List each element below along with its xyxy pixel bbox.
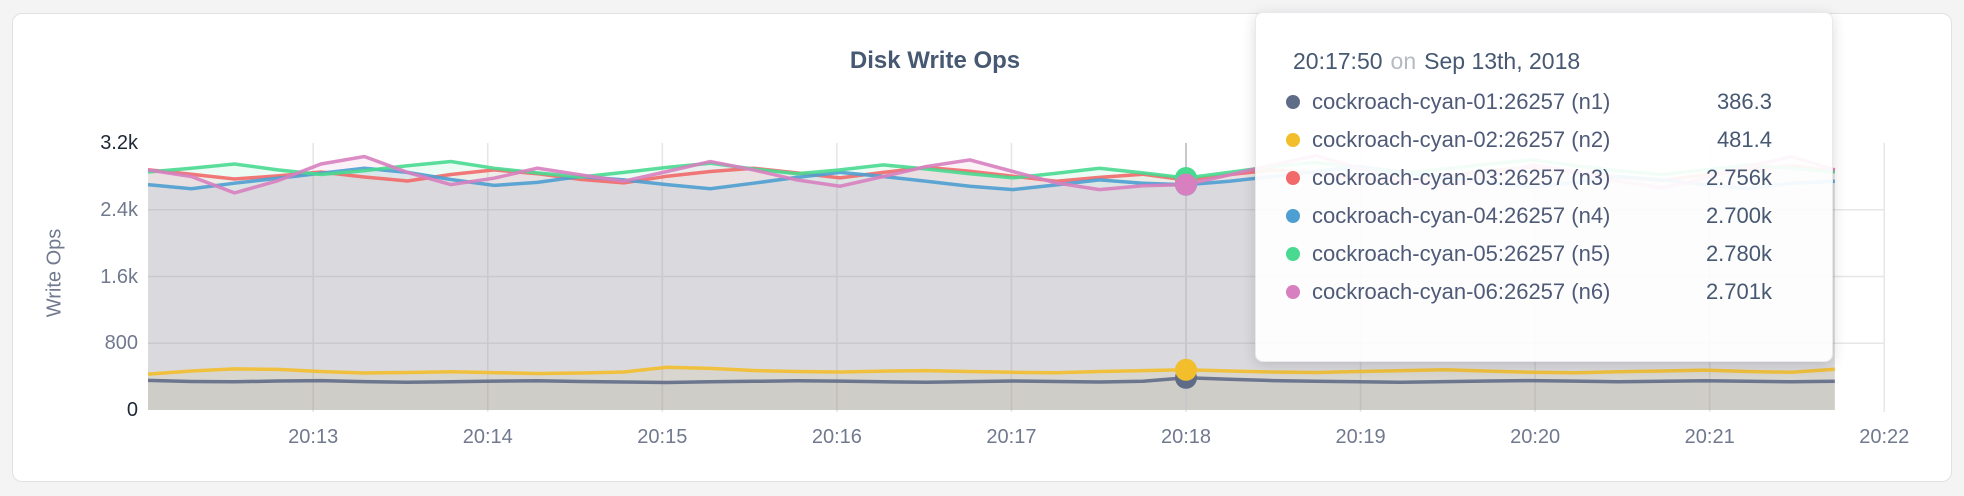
series-name: cockroach-cyan-04:26257 (n4): [1312, 203, 1611, 228]
series-name: cockroach-cyan-01:26257 (n1): [1312, 89, 1611, 114]
y-tick-label: 800: [104, 332, 138, 355]
series-color-dot-icon: [1286, 285, 1300, 299]
chart-title: Disk Write Ops: [849, 47, 1021, 74]
x-tick-label: 20:14: [462, 426, 513, 448]
hover-point-n6: [1175, 173, 1197, 196]
series-hover-value: 2.701k: [1705, 279, 1772, 304]
tooltip-time: 20:17:50: [1293, 48, 1383, 74]
series-color-dot-icon: [1286, 171, 1300, 185]
y-tick-label: 1.6k: [100, 265, 138, 288]
tooltip-row-n6: cockroach-cyan-06:26257 (n6) 2.701k: [1256, 273, 1832, 311]
hover-tooltip: 20:17:50 on Sep 13th, 2018 cockroach-cyan-…: [1255, 12, 1833, 362]
x-tick-label: 20:16: [811, 426, 862, 448]
series-name: cockroach-cyan-06:26257 (n6): [1312, 279, 1611, 304]
y-tick-label: 3.2k: [100, 132, 138, 154]
x-tick-label: 20:13: [288, 426, 339, 448]
x-tick-label: 20:17: [986, 426, 1037, 448]
series-line-n2: [147, 365, 1835, 376]
y-tick-label: 2.4k: [100, 198, 138, 221]
series-hover-value: 386.3: [1716, 89, 1772, 114]
series-hover-value: 2.780k: [1705, 241, 1772, 266]
series-hover-value: 2.756k: [1705, 165, 1772, 190]
series-color-dot-icon: [1286, 247, 1300, 261]
series-name: cockroach-cyan-02:26257 (n2): [1312, 127, 1611, 152]
x-tick-label: 20:20: [1510, 426, 1561, 448]
tooltip-row-n2: cockroach-cyan-02:26257 (n2) 481.4: [1256, 121, 1832, 159]
series-color-dot-icon: [1286, 95, 1300, 109]
tooltip-row-n1: cockroach-cyan-01:26257 (n1) 386.3: [1256, 83, 1832, 121]
series-color-dot-icon: [1286, 209, 1300, 223]
x-tick-label: 20:18: [1160, 426, 1212, 448]
tooltip-conjunction: on: [1390, 48, 1417, 74]
y-tick-label: 0: [126, 399, 138, 421]
x-tick-label: 20:15: [637, 426, 688, 448]
series-color-dot-icon: [1286, 133, 1300, 147]
series-name: cockroach-cyan-03:26257 (n3): [1312, 165, 1611, 190]
tooltip-row-n4: cockroach-cyan-04:26257 (n4) 2.700k: [1256, 197, 1832, 235]
x-tick-label: 20:22: [1859, 426, 1910, 448]
series-area-n2: [148, 367, 1835, 410]
x-tick-label: 20:21: [1684, 426, 1735, 448]
series-line-n1: [147, 376, 1835, 385]
tooltip-row-n3: cockroach-cyan-03:26257 (n3) 2.756k: [1256, 159, 1832, 197]
hover-point-n2: [1175, 358, 1197, 381]
x-tick-label: 20:19: [1335, 426, 1386, 448]
series-name: cockroach-cyan-05:26257 (n5): [1312, 241, 1611, 266]
series-hover-value: 2.700k: [1705, 203, 1772, 228]
tooltip-series-list: cockroach-cyan-01:26257 (n1) 386.3 cockroa…: [1256, 83, 1832, 311]
tooltip-row-n5: cockroach-cyan-05:26257 (n5) 2.780k: [1256, 235, 1832, 273]
series-area-n1: [148, 377, 1835, 410]
series-hover-value: 481.4: [1716, 127, 1772, 152]
tooltip-timestamp: 20:17:50 on Sep 13th, 2018: [1293, 45, 1772, 77]
tooltip-date: Sep 13th, 2018: [1424, 48, 1581, 74]
